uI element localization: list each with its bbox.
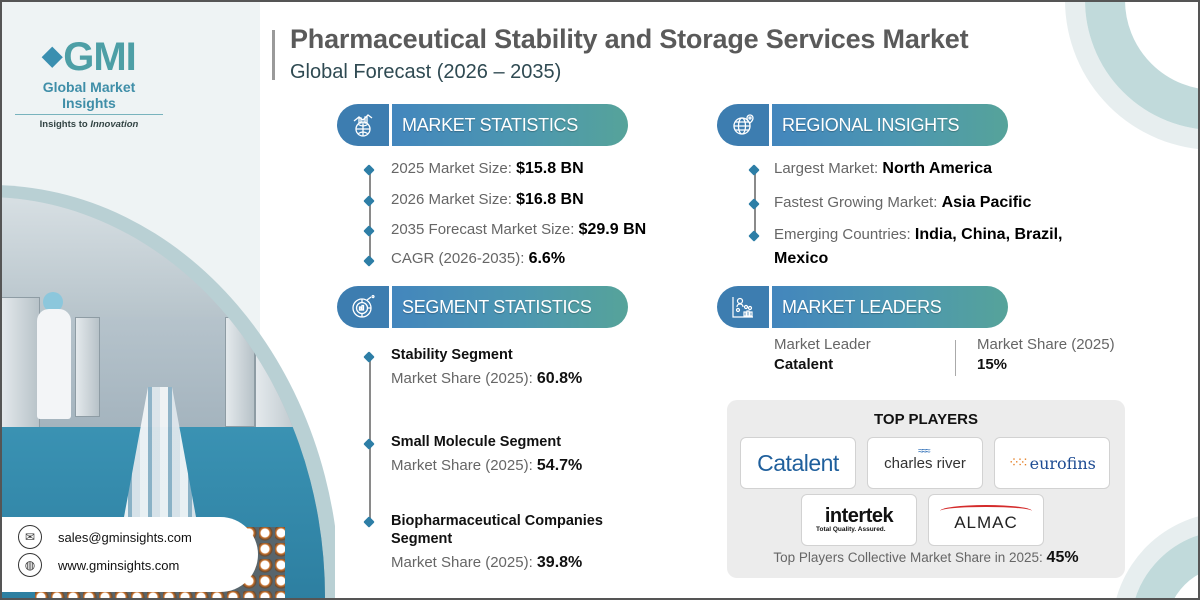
segment-biopharma-name: Biopharmaceutical Companies	[391, 513, 603, 529]
top-players-title: TOP PLAYERS	[874, 411, 978, 428]
player-card-charles-river: ≈≈≈ charles river	[867, 437, 983, 489]
globe-pin-icon	[717, 104, 769, 146]
logo-tagline: Insights to Innovation	[39, 119, 139, 130]
player-card-catalent: Catalent	[740, 437, 856, 489]
bullet-icon	[363, 225, 375, 237]
dots-cluster-icon: ⁘⁙	[1008, 455, 1029, 471]
decorative-ring-top-right	[1085, 0, 1200, 130]
bullet-icon	[748, 230, 760, 242]
top-players-collective-share: Top Players Collective Market Share in 2…	[773, 549, 1079, 566]
stat-2035-forecast-size: 2035 Forecast Market Size: $29.9 BN	[391, 221, 647, 238]
logo-company-name: Global Market Insights	[15, 79, 163, 115]
stat-cagr: CAGR (2026-2035): 6.6%	[391, 250, 566, 267]
charles-river-logo: ≈≈≈ charles river	[884, 445, 966, 472]
market-statistics-title: MARKET STATISTICS	[392, 104, 628, 146]
segment-statistics-header: SEGMENT STATISTICS	[337, 286, 628, 328]
almac-logo: ALMAC	[940, 505, 1032, 533]
segment-stability-name: Stability Segment	[391, 347, 513, 363]
bullet-icon	[363, 516, 375, 528]
stat-2025-market-size: 2025 Market Size: $15.8 BN	[391, 160, 584, 177]
player-card-almac: ALMAC	[928, 494, 1044, 546]
regional-insights-title: REGIONAL INSIGHTS	[772, 104, 1008, 146]
bullet-icon	[363, 255, 375, 267]
market-leader-label: Market Leader	[774, 336, 871, 353]
leaders-divider	[955, 340, 956, 376]
region-largest-market: Largest Market: North America	[774, 160, 993, 177]
chart-globe-icon	[337, 104, 389, 146]
market-statistics-header: MARKET STATISTICS	[337, 104, 628, 146]
title-accent-bar	[272, 30, 275, 80]
intertek-logo: intertek	[824, 505, 894, 527]
region-emerging-countries: Emerging Countries: India, China, Brazil…	[774, 226, 1063, 243]
bullet-icon	[363, 351, 375, 363]
leaders-chart-icon	[717, 286, 769, 328]
segment-small-molecule-name: Small Molecule Segment	[391, 434, 562, 450]
bullet-icon	[363, 195, 375, 207]
intertek-tagline: Total Quality. Assured.	[816, 526, 886, 533]
eurofins-logo: ⁘⁙ eurofins	[1008, 453, 1096, 473]
decorative-ring-bottom-right	[1130, 530, 1200, 600]
gmi-logo: ◆GMI Global Market Insights Insights to …	[15, 35, 163, 130]
bullet-icon	[748, 164, 760, 176]
diamond-icon: ◆	[42, 40, 62, 70]
segment-biopharma-name-cont: Segment	[391, 531, 453, 547]
segment-small-molecule-share: Market Share (2025): 54.7%	[391, 457, 583, 474]
left-panel-diagonal	[140, 0, 240, 210]
segment-biopharma-share: Market Share (2025): 39.8%	[391, 554, 583, 571]
market-leader-share-value: 15%	[977, 356, 1008, 373]
bullet-icon	[363, 164, 375, 176]
contact-email[interactable]: sales@gminsights.com	[58, 529, 192, 545]
region-emerging-countries-cont: Mexico	[774, 250, 829, 267]
market-leader-share-label: Market Share (2025)	[977, 336, 1115, 353]
stat-2026-market-size: 2026 Market Size: $16.8 BN	[391, 191, 584, 208]
contact-email-row[interactable]: ✉ sales@gminsights.com	[18, 525, 192, 549]
market-leaders-title: MARKET LEADERS	[772, 286, 1008, 328]
contact-card: ✉ sales@gminsights.com ◍ www.gminsights.…	[0, 517, 258, 592]
bullet-icon	[363, 438, 375, 450]
player-card-intertek: intertek Total Quality. Assured.	[801, 494, 917, 546]
logo-mark: ◆GMI	[42, 35, 137, 79]
globe-icon: ◍	[18, 553, 42, 577]
envelope-icon: ✉	[18, 525, 42, 549]
wave-icon: ≈≈≈	[918, 445, 931, 457]
catalent-logo: Catalent	[757, 449, 839, 476]
segment-stability-share: Market Share (2025): 60.8%	[391, 370, 583, 387]
segment-statistics-title: SEGMENT STATISTICS	[392, 286, 628, 328]
contact-website[interactable]: www.gminsights.com	[58, 557, 180, 573]
bullet-icon	[748, 198, 760, 210]
page-subtitle: Global Forecast (2026 – 2035)	[290, 61, 562, 83]
pie-chart-icon	[337, 286, 389, 328]
market-leader-value: Catalent	[774, 356, 834, 373]
page-title: Pharmaceutical Stability and Storage Ser…	[290, 24, 969, 54]
market-leaders-header: MARKET LEADERS	[717, 286, 1008, 328]
player-card-eurofins: ⁘⁙ eurofins	[994, 437, 1110, 489]
region-fastest-growing: Fastest Growing Market: Asia Pacific	[774, 194, 1032, 211]
regional-insights-header: REGIONAL INSIGHTS	[717, 104, 1008, 146]
top-players-panel: TOP PLAYERS Catalent ≈≈≈ charles river ⁘⁙…	[727, 400, 1125, 578]
contact-website-row[interactable]: ◍ www.gminsights.com	[18, 553, 179, 577]
